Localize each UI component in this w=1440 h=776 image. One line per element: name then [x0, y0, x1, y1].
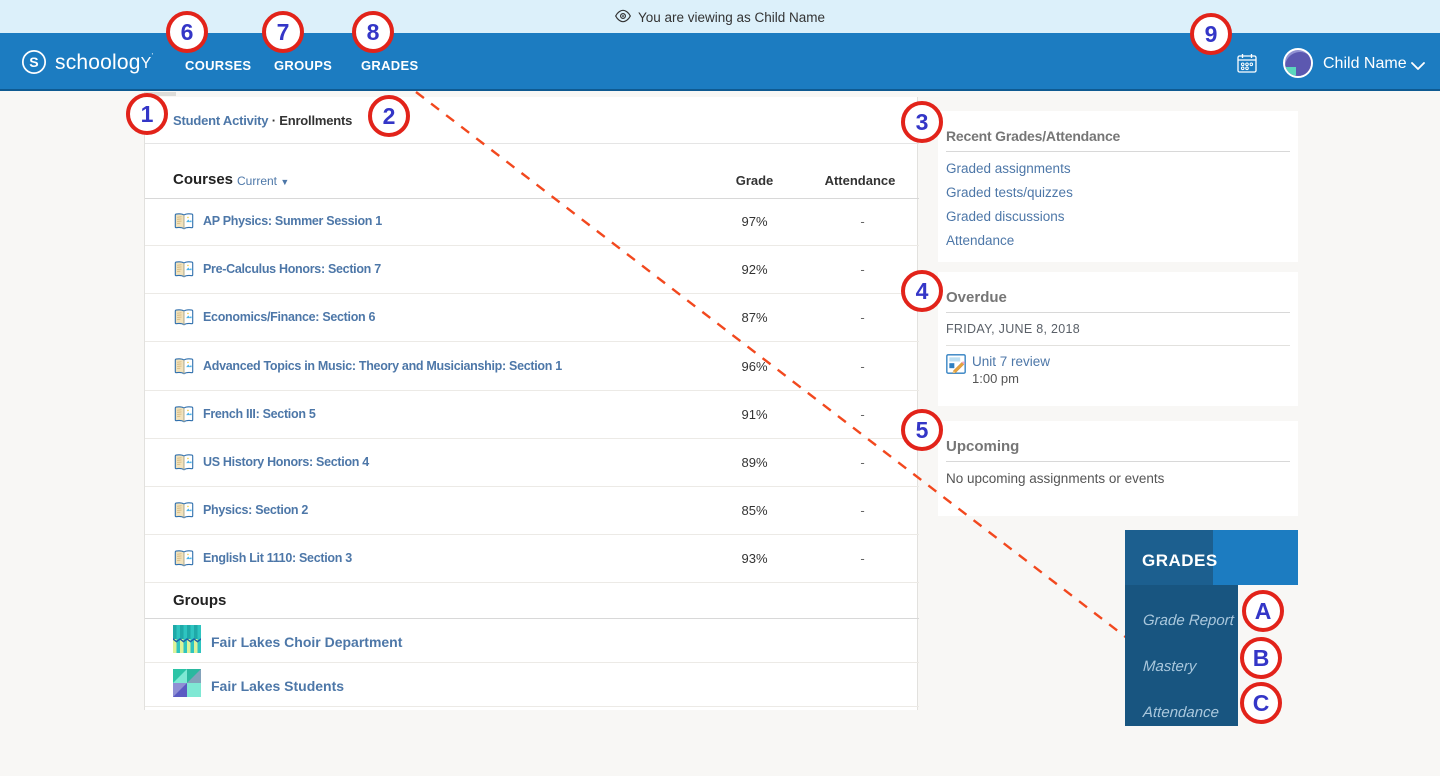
svg-text:S: S: [29, 54, 38, 70]
